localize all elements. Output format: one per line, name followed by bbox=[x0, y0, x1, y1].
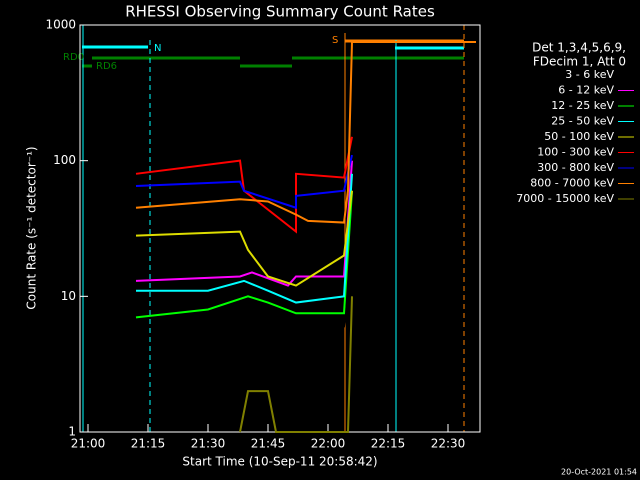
x-tick-label: 22:15 bbox=[371, 437, 406, 451]
annotation: RD6 bbox=[96, 61, 117, 72]
x-tick-label: 22:30 bbox=[431, 437, 466, 451]
series-line bbox=[136, 255, 353, 380]
plot-frame bbox=[79, 24, 481, 433]
x-tick-label: 21:30 bbox=[191, 437, 226, 451]
legend-label: 100 - 300 keV bbox=[537, 146, 614, 159]
legend-label: 7000 - 15000 keV bbox=[516, 192, 614, 205]
chart-title: RHESSI Observing Summary Count Rates bbox=[125, 3, 435, 21]
legend-label: 12 - 25 keV bbox=[551, 99, 614, 112]
annotation: S bbox=[332, 35, 338, 46]
legend-label: 800 - 7000 keV bbox=[530, 177, 614, 190]
series-line bbox=[135, 190, 353, 287]
y-axis-label: Count Rate (s⁻¹ detector⁻¹) bbox=[25, 146, 39, 309]
legend-label: 6 - 12 keV bbox=[558, 84, 614, 97]
series-line bbox=[239, 296, 353, 433]
y-tick-label: 1 bbox=[68, 425, 76, 439]
legend-label: 50 - 100 keV bbox=[544, 130, 614, 143]
vertical-markers bbox=[82, 25, 465, 432]
x-tick-label: 21:00 bbox=[71, 437, 106, 451]
x-tick-label: 21:15 bbox=[131, 437, 166, 451]
x-axis-label: Start Time (10-Sep-11 20:58:42) bbox=[182, 455, 377, 469]
series-line bbox=[135, 136, 353, 234]
y-tick-label: 1000 bbox=[45, 18, 76, 32]
flags bbox=[82, 39, 464, 68]
legend-label: 300 - 800 keV bbox=[537, 161, 614, 174]
series-line bbox=[135, 40, 476, 224]
legend-label: 25 - 50 keV bbox=[551, 115, 614, 128]
x-tick-label: 21:45 bbox=[251, 437, 286, 451]
series-line bbox=[135, 160, 353, 287]
series-line bbox=[136, 173, 353, 304]
footer: 20-Oct-2021 01:54 bbox=[561, 468, 637, 477]
series-line bbox=[135, 154, 353, 210]
annotation: N bbox=[154, 43, 161, 54]
y-tick-label: 100 bbox=[53, 153, 76, 167]
series-line bbox=[135, 190, 353, 319]
annotation: RD0 bbox=[63, 52, 84, 63]
legend-heading: Det 1,3,4,5,6,9, bbox=[532, 41, 626, 55]
y-tick-label: 10 bbox=[61, 289, 76, 303]
legend-heading: FDecim 1, Att 0 bbox=[533, 55, 626, 69]
legend-label: 3 - 6 keV bbox=[565, 68, 614, 81]
x-tick-label: 22:00 bbox=[311, 437, 346, 451]
